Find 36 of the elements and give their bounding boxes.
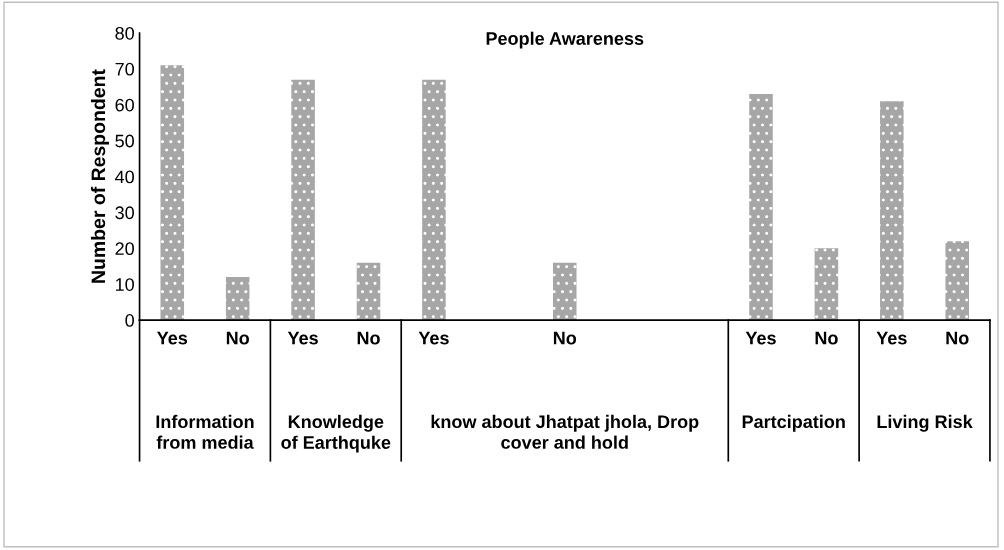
x-tick-label: Yes (157, 331, 188, 345)
text: Partcipation (742, 414, 845, 432)
text: Information from media (156, 414, 254, 449)
x-tick-label: No (815, 331, 838, 345)
y-tick-label: 40 (115, 170, 134, 184)
x-tick-label: Yes (418, 331, 449, 345)
y-tick-label: 50 (115, 134, 134, 148)
x-tick-label: No (226, 331, 250, 345)
x-tick-label: No (946, 331, 969, 345)
y-tick-label: 60 (115, 98, 134, 112)
x-tick-label: Yes (876, 331, 907, 345)
bar (356, 262, 381, 321)
x-tick-label: No (553, 331, 577, 345)
x-tick-label: Yes (745, 331, 776, 345)
y-tick-label: 10 (115, 278, 134, 291)
y-tick-label: 80 (115, 26, 134, 40)
bar (225, 277, 250, 321)
bar (945, 241, 970, 321)
bar (291, 79, 315, 321)
text: Knowledge of Earthquke (281, 414, 391, 453)
x-tick-label: No (357, 331, 380, 345)
bar (552, 262, 577, 321)
y-axis-title: Number of Respondent (90, 69, 110, 283)
y-tick-label: 20 (115, 242, 134, 256)
text: Living Risk (877, 414, 973, 432)
y-tick-label: 70 (115, 62, 134, 76)
y-tick-label: 0 (125, 314, 134, 327)
y-tick-label: 30 (115, 206, 134, 220)
bar (880, 101, 904, 321)
bar (422, 79, 446, 321)
chart-title: People Awareness (486, 31, 644, 49)
bar (814, 248, 839, 321)
text: know about Jhatpat jhola, Drop cover and hold (431, 414, 699, 449)
bar (160, 65, 185, 321)
bar (749, 94, 773, 321)
x-tick-label: Yes (287, 331, 318, 345)
